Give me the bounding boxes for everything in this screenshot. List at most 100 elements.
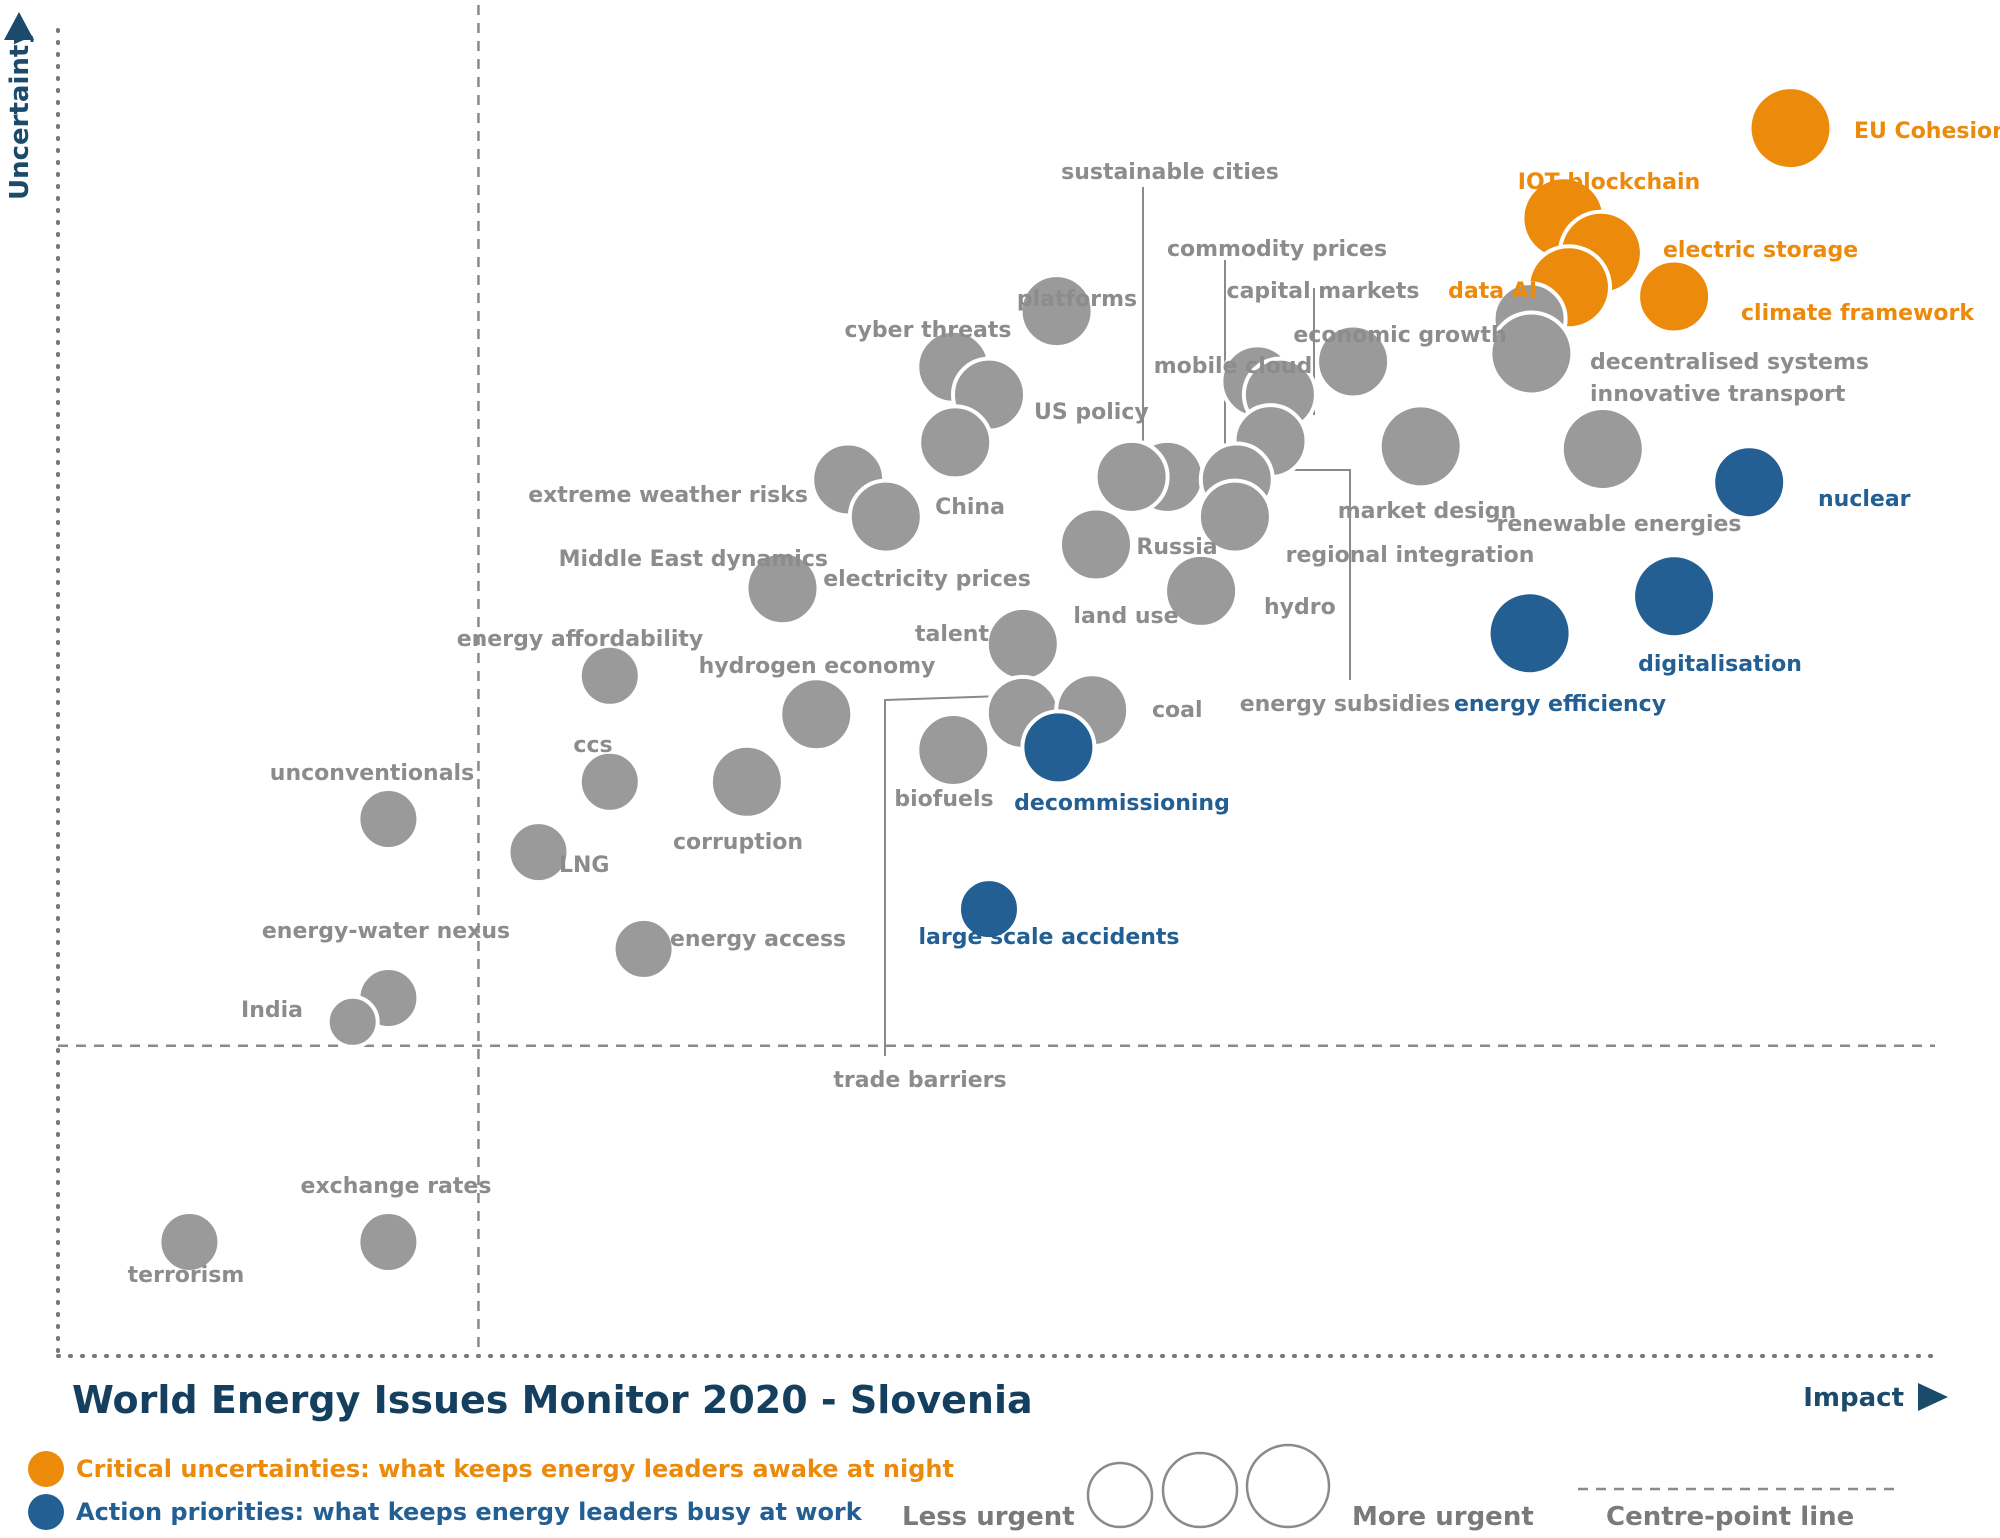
label-energy-water-nexus: energy-water nexus [262,919,510,944]
x-axis-label: Impact [1803,1383,1904,1413]
size-legend-medium [1161,1451,1239,1529]
point-digitalisation [1631,553,1718,640]
label-exchange-rates: exchange rates [301,1174,492,1199]
point-nuclear [1711,444,1788,521]
label-innovative-transport: innovative transport [1590,382,1846,407]
label-extreme-weather-risks: extreme weather risks [528,483,808,508]
label-eu-cohesion: EU Cohesion [1854,119,2000,144]
data-labels: EU Cohesion IOT blockchain electric storag… [128,119,2000,1288]
point-renewable-energies [1559,406,1646,492]
size-legend [1086,1443,1900,1529]
label-trade-barriers: trade barriers [833,1068,1006,1093]
label-climate-framework: climate framework [1741,301,1975,326]
label-india: India [241,998,303,1023]
point-hydrogen-economy [778,676,855,753]
point-middle-east-dynamics [744,550,821,627]
leader-energy-subsidies [1292,469,1351,680]
point-energy-efficiency [1486,590,1573,677]
point-platforms [1018,273,1095,350]
size-legend-large [1245,1443,1331,1529]
label-hydro: hydro [1264,595,1336,620]
point-eu-cohesion [1747,85,1834,172]
point-economic-growth [1315,323,1392,400]
label-talent: talent [915,622,989,647]
label-hydrogen-economy: hydrogen economy [699,654,936,679]
legend-critical-dot [28,1451,64,1487]
point-unconventionals [356,787,421,851]
centre-point-lines [58,5,1935,1356]
y-axis-label: Uncertainty [5,28,35,200]
axes: Uncertainty Impact [4,12,1948,1413]
point-large-scale-accidents [957,877,1021,942]
label-data-ai: data AI [1448,279,1537,304]
point-energy-affordability [577,643,642,708]
point-hydro [1163,552,1240,629]
point-climate-framework [1636,258,1713,335]
label-renewable-energies: renewable energies [1496,512,1741,537]
label-energy-access: energy access [670,927,846,952]
label-us-policy: US policy [1034,400,1149,425]
label-energy-subsidies: energy subsidies [1240,692,1451,717]
label-sustainable-cities: sustainable cities [1061,160,1279,185]
label-nuclear: nuclear [1818,487,1911,512]
label-corruption: corruption [673,830,803,855]
label-market-design: market design [1338,499,1516,524]
point-regional-integration [1196,478,1273,555]
point-lng [506,820,571,885]
label-commodity-prices: commodity prices [1167,237,1387,262]
label-russia: Russia [1136,535,1217,560]
point-electricity-prices [847,478,924,555]
label-coal: coal [1152,698,1203,723]
label-china: China [935,495,1005,520]
legend-critical: Critical uncertainties: what keeps energ… [28,1451,954,1487]
label-large-scale-accidents: large scale accidents [918,925,1179,950]
point-land-use [1058,506,1134,583]
label-capital-markets: capital markets [1227,279,1420,304]
point-ccs [577,749,642,814]
label-decommissioning: decommissioning [1014,791,1230,816]
label-land-use: land use [1073,604,1178,629]
label-mobile-cloud: mobile cloud [1154,354,1313,379]
legend-action-dot [28,1494,64,1530]
point-market-design [1377,403,1464,490]
label-electricity-prices: electricity prices [823,567,1031,592]
label-decentralised-systems: decentralised systems [1590,350,1869,375]
legend-action-label: Action priorities: what keeps energy lea… [76,1498,862,1526]
label-iot-blockchain: IOT blockchain [1518,170,1700,195]
point-biofuels [915,712,992,788]
legend-action: Action priorities: what keeps energy lea… [28,1494,862,1530]
x-axis-arrow-icon [1918,1383,1948,1411]
point-talent [984,605,1061,682]
leader-trade-barriers [884,695,1003,1056]
label-middle-east-dynamics: Middle East dynamics [559,547,828,572]
label-digitalisation: digitalisation [1638,652,1802,677]
point-decommissioning [1020,709,1097,786]
label-unconventionals: unconventionals [270,761,474,786]
label-energy-efficiency: energy efficiency [1454,692,1666,717]
label-ccs: ccs [573,733,612,758]
point-china [917,404,994,481]
point-india [325,994,380,1049]
centre-line-label: Centre-point line [1606,1502,1855,1532]
data-points [157,85,1834,1274]
legend-critical-label: Critical uncertainties: what keeps energ… [76,1455,954,1483]
chart-title: World Energy Issues Monitor 2020 - Slove… [72,1378,1033,1422]
label-regional-integration: regional integration [1286,543,1535,568]
point-corruption [708,743,785,820]
point-russia [1093,438,1170,515]
more-urgent-label: More urgent [1352,1502,1534,1532]
label-energy-affordability: energy affordability [457,627,704,652]
label-biofuels: biofuels [894,787,993,812]
point-terrorism [157,1210,222,1274]
less-urgent-label: Less urgent [902,1502,1075,1532]
point-exchange-rates [356,1210,421,1274]
point-innovative-transport [1488,310,1575,397]
label-terrorism: terrorism [128,1263,245,1288]
label-economic-growth: economic growth [1293,323,1506,348]
size-legend-small [1086,1461,1154,1529]
y-axis-arrow-icon [4,12,34,40]
point-energy-access [611,916,676,981]
label-lng: LNG [559,853,610,878]
label-cyber-threats: cyber threats [845,318,1012,343]
